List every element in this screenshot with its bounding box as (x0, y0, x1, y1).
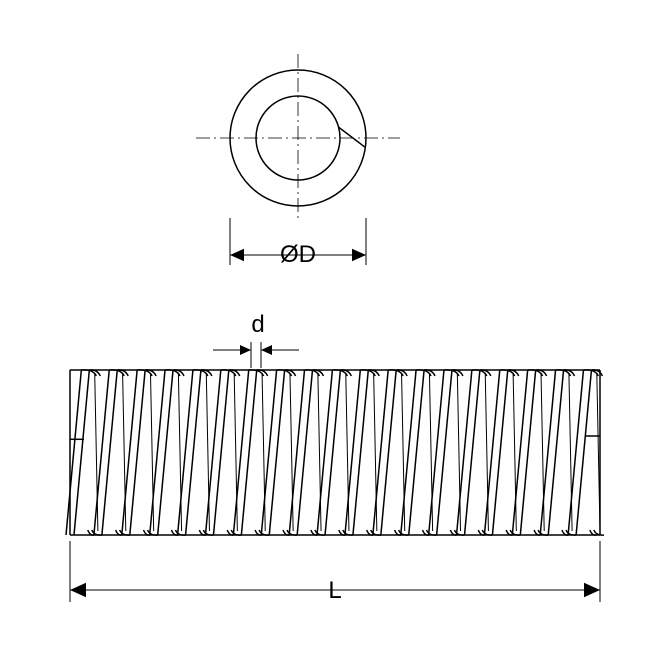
dim-D-label: ØD (280, 241, 316, 268)
dim-L-label: L (328, 577, 341, 604)
spring-side-view (66, 342, 604, 602)
coil-end-break (339, 127, 366, 147)
spring-coils (66, 370, 604, 535)
spring-top-view (196, 54, 400, 265)
dim-d-label: d (251, 311, 264, 338)
spring-diagram: ØD d L (0, 0, 670, 670)
